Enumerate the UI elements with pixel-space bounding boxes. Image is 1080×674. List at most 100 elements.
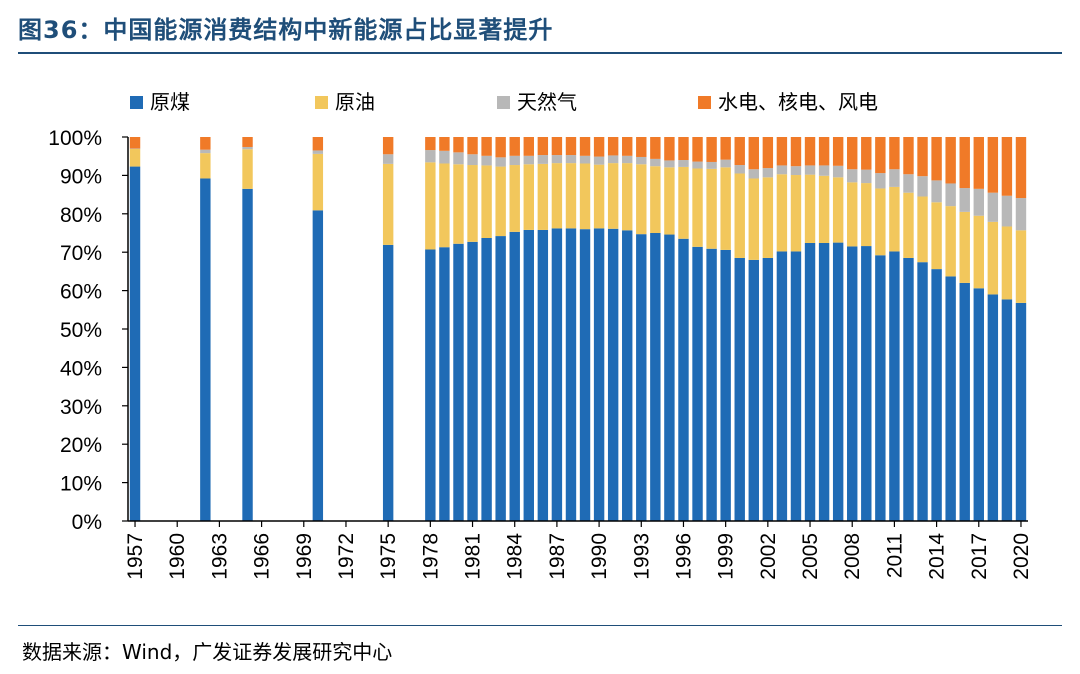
bar-clean-1999 xyxy=(720,137,731,160)
bar-gas-2000 xyxy=(734,165,745,174)
bar-oil-1990 xyxy=(593,164,605,229)
y-tick-label: 70% xyxy=(60,242,102,265)
bar-coal-2008 xyxy=(847,246,858,521)
bar-oil-2020 xyxy=(1015,230,1027,303)
bar-clean-1987 xyxy=(551,137,563,156)
bar-oil-1962 xyxy=(200,153,211,179)
legend-label-clean: 水电、核电、风电 xyxy=(718,91,878,114)
bar-coal-2015 xyxy=(945,276,956,521)
legend-swatch-oil xyxy=(315,96,328,109)
bar-clean-2014 xyxy=(931,137,942,181)
bar-oil-1998 xyxy=(706,168,717,249)
x-tick-label: 1996 xyxy=(672,533,695,580)
bar-oil-2003 xyxy=(776,174,788,252)
bar-gas-1980 xyxy=(453,152,464,165)
bar-gas-1990 xyxy=(593,156,605,165)
x-tick-label: 1978 xyxy=(419,533,442,580)
bar-oil-1995 xyxy=(664,167,675,235)
legend-swatch-gas xyxy=(497,96,510,109)
bar-gas-2015 xyxy=(945,183,956,207)
bar-coal-1992 xyxy=(622,230,633,521)
bar-clean-1980 xyxy=(453,137,464,153)
bar-clean-2005 xyxy=(804,137,816,166)
bar-gas-2010 xyxy=(875,173,886,189)
bar-gas-2017 xyxy=(973,188,984,216)
bar-gas-1999 xyxy=(720,159,731,168)
chart-legend: 原煤 原油 天然气 水电、核电、风电 xyxy=(130,91,878,114)
source-rule xyxy=(18,625,1062,626)
title-rule xyxy=(18,52,1062,54)
bar-coal-1980 xyxy=(453,243,464,521)
bar-oil-1999 xyxy=(720,167,731,250)
bar-coal-2000 xyxy=(734,257,745,521)
bar-gas-1997 xyxy=(692,161,703,169)
bar-clean-1981 xyxy=(467,137,478,155)
bar-clean-2009 xyxy=(861,137,872,170)
bar-clean-1975 xyxy=(382,137,394,155)
bar-gas-1982 xyxy=(481,155,492,166)
bar-coal-1998 xyxy=(706,248,717,522)
bar-oil-1965 xyxy=(242,149,253,189)
bar-clean-1970 xyxy=(312,137,324,151)
bar-clean-2015 xyxy=(945,137,956,184)
bar-coal-1986 xyxy=(537,229,549,521)
bar-coal-1993 xyxy=(636,234,647,521)
x-tick-label: 1987 xyxy=(546,533,569,580)
bar-gas-1981 xyxy=(467,154,478,166)
bar-oil-2008 xyxy=(847,182,858,247)
bar-gas-2019 xyxy=(1001,195,1013,227)
bar-gas-2008 xyxy=(847,169,858,183)
bar-clean-1991 xyxy=(607,137,619,156)
y-tick-label: 20% xyxy=(60,434,102,457)
bar-clean-1989 xyxy=(579,137,591,156)
bar-gas-2016 xyxy=(959,188,970,212)
bar-oil-2002 xyxy=(762,177,774,258)
bar-oil-2005 xyxy=(804,174,816,243)
bar-clean-1978 xyxy=(425,137,436,151)
bar-gas-1984 xyxy=(509,155,520,166)
x-tick-label: 2017 xyxy=(968,533,991,580)
bar-gas-1998 xyxy=(706,161,717,169)
bar-coal-1988 xyxy=(565,228,577,521)
bar-clean-1995 xyxy=(664,137,675,161)
bar-clean-2007 xyxy=(832,137,844,166)
y-tick-label: 60% xyxy=(60,281,102,304)
bar-oil-1957 xyxy=(129,148,141,167)
bar-clean-2003 xyxy=(776,137,788,166)
source-note: 数据来源：Wind，广发证券发展研究中心 xyxy=(22,640,393,664)
bar-clean-1979 xyxy=(439,137,450,151)
bar-gas-2012 xyxy=(903,174,914,193)
bar-gas-1995 xyxy=(664,160,675,168)
bar-gas-2014 xyxy=(931,180,942,203)
bar-coal-1985 xyxy=(523,229,534,521)
bar-clean-2020 xyxy=(1015,137,1027,199)
bar-gas-1996 xyxy=(678,160,689,167)
bar-coal-2006 xyxy=(818,242,830,522)
bar-coal-1996 xyxy=(678,238,689,521)
bar-clean-2017 xyxy=(973,137,984,189)
bar-coal-2001 xyxy=(748,259,759,521)
bar-gas-1985 xyxy=(523,155,534,165)
bar-oil-1981 xyxy=(467,165,478,242)
bar-clean-2013 xyxy=(917,137,928,177)
bar-coal-1994 xyxy=(650,233,661,521)
bar-gas-2006 xyxy=(818,165,830,176)
bar-coal-1990 xyxy=(593,228,605,521)
bar-gas-1992 xyxy=(622,155,633,164)
bar-oil-1984 xyxy=(509,165,520,232)
bar-oil-1979 xyxy=(439,163,450,248)
x-tick-label: 1969 xyxy=(293,533,316,580)
bar-coal-1989 xyxy=(579,229,591,521)
bar-clean-1982 xyxy=(481,137,492,156)
legend-label-coal: 原煤 xyxy=(150,91,190,114)
bar-coal-2007 xyxy=(832,242,844,521)
bar-clean-1990 xyxy=(593,137,605,157)
y-tick-label: 0% xyxy=(72,511,102,534)
bar-oil-2010 xyxy=(875,188,886,256)
bar-oil-1980 xyxy=(453,164,464,244)
bar-gas-1989 xyxy=(579,155,591,164)
bar-gas-1986 xyxy=(537,155,549,164)
bar-gas-1994 xyxy=(650,158,661,167)
bar-oil-2006 xyxy=(818,175,830,243)
bar-clean-2010 xyxy=(875,137,886,174)
